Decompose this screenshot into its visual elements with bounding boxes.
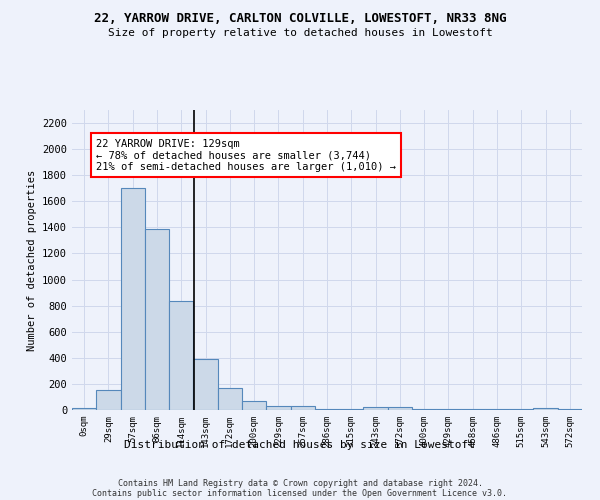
Bar: [96, 390, 121, 410]
Bar: [533, 408, 558, 410]
Bar: [72, 408, 96, 410]
Bar: [193, 359, 218, 410]
Text: Size of property relative to detached houses in Lowestoft: Size of property relative to detached ho…: [107, 28, 493, 38]
Bar: [145, 228, 169, 410]
Bar: [121, 188, 145, 410]
Text: 22 YARROW DRIVE: 129sqm
← 78% of detached houses are smaller (3,744)
21% of semi: 22 YARROW DRIVE: 129sqm ← 78% of detache…: [96, 138, 396, 172]
Bar: [266, 406, 290, 410]
Text: Contains HM Land Registry data © Crown copyright and database right 2024.: Contains HM Land Registry data © Crown c…: [118, 478, 482, 488]
Text: Contains public sector information licensed under the Open Government Licence v3: Contains public sector information licen…: [92, 488, 508, 498]
Bar: [242, 401, 266, 410]
Text: 22, YARROW DRIVE, CARLTON COLVILLE, LOWESTOFT, NR33 8NG: 22, YARROW DRIVE, CARLTON COLVILLE, LOWE…: [94, 12, 506, 26]
Bar: [290, 406, 315, 410]
Text: Distribution of detached houses by size in Lowestoft: Distribution of detached houses by size …: [125, 440, 476, 450]
Bar: [169, 301, 193, 410]
Bar: [218, 388, 242, 410]
Y-axis label: Number of detached properties: Number of detached properties: [26, 170, 37, 350]
Bar: [364, 408, 388, 410]
Bar: [388, 408, 412, 410]
